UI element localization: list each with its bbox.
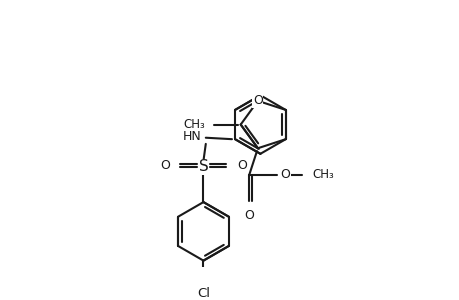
Text: O: O [159,159,169,172]
Text: O: O [237,159,246,172]
Text: O: O [280,168,290,181]
Text: O: O [244,209,254,222]
Text: Cl: Cl [196,287,209,300]
Text: CH₃: CH₃ [312,168,334,181]
Text: S: S [198,160,208,175]
Text: HN: HN [182,130,201,143]
Text: CH₃: CH₃ [183,118,205,131]
Text: O: O [252,94,262,107]
